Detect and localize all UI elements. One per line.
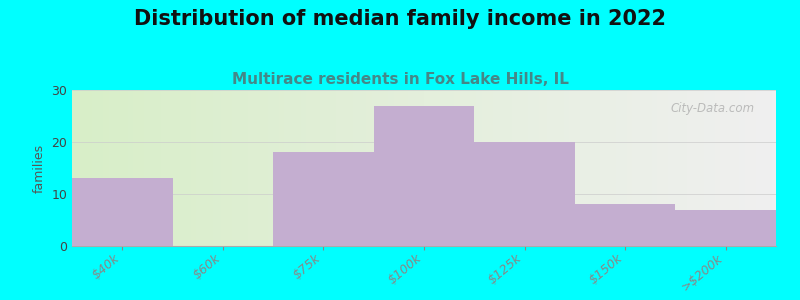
Text: Distribution of median family income in 2022: Distribution of median family income in …	[134, 9, 666, 29]
Bar	[675, 210, 776, 246]
Bar	[273, 152, 374, 246]
Bar	[72, 178, 173, 246]
Text: City-Data.com: City-Data.com	[670, 103, 755, 116]
Bar	[474, 142, 575, 246]
Bar	[374, 106, 474, 246]
Text: Multirace residents in Fox Lake Hills, IL: Multirace residents in Fox Lake Hills, I…	[231, 72, 569, 87]
Y-axis label: families: families	[33, 143, 46, 193]
Bar	[575, 204, 675, 246]
